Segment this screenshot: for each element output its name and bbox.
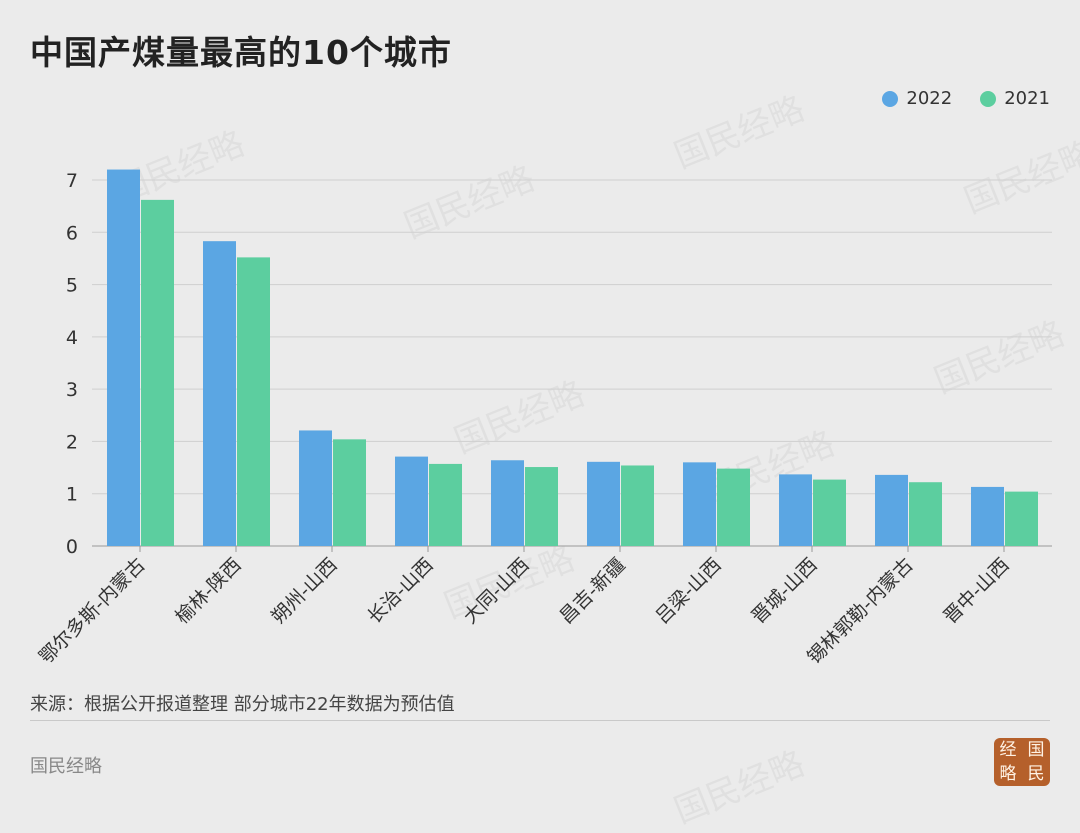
y-tick-label: 2 [66, 431, 78, 453]
bar-2021 [909, 482, 942, 546]
footer-divider [30, 720, 1050, 721]
bar-2021 [813, 479, 846, 546]
bar-2021 [237, 257, 270, 546]
y-tick-label: 0 [66, 536, 78, 558]
bar-2022 [971, 486, 1004, 546]
bar-2021 [429, 463, 462, 546]
bar-2022 [395, 456, 428, 546]
legend-swatch-2022 [882, 90, 899, 107]
legend-label-2021: 2021 [1004, 88, 1050, 109]
x-tick-label: 榆林-陕西 [171, 554, 245, 628]
y-tick-label: 5 [66, 275, 78, 297]
bar-2022 [299, 430, 332, 546]
x-tick-label: 长治-山西 [363, 554, 437, 628]
x-tick-label: 昌吉-新疆 [555, 554, 629, 628]
x-tick-label: 大同-山西 [459, 554, 533, 628]
bar-2022 [203, 241, 236, 546]
brand-seal-logo: 经 国 略 民 [994, 738, 1050, 786]
watermark: 国民经略 [666, 736, 810, 832]
x-tick-label: 朔州-山西 [267, 554, 341, 628]
seal-char: 民 [1027, 763, 1045, 784]
bar-2022 [491, 460, 524, 546]
bar-2021 [1005, 491, 1038, 546]
y-tick-label: 4 [66, 327, 78, 349]
legend: 2022 2021 [882, 88, 1050, 109]
y-tick-label: 1 [66, 484, 78, 506]
bar-2021 [717, 468, 750, 546]
legend-item-2021: 2021 [980, 88, 1050, 109]
x-tick-label: 晋中-山西 [939, 554, 1013, 628]
bar-2022 [587, 461, 620, 546]
bar-2021 [333, 439, 366, 546]
bar-2022 [875, 474, 908, 546]
source-note: 来源：根据公开报道整理 部分城市22年数据为预估值 [30, 694, 455, 715]
x-tick-label: 晋城-山西 [747, 554, 821, 628]
y-tick-label: 6 [66, 222, 78, 244]
x-tick-label: 吕梁-山西 [651, 554, 725, 628]
x-tick-label: 锡林郭勒-内蒙古 [803, 554, 917, 668]
brand-name: 国民经略 [30, 756, 102, 777]
bar-2022 [683, 462, 716, 546]
x-tick-label: 鄂尔多斯-内蒙古 [35, 554, 149, 668]
chart-title: 中国产煤量最高的10个城市 [30, 33, 452, 72]
bar-2022 [107, 169, 140, 547]
legend-swatch-2021 [980, 90, 997, 107]
y-tick-label: 3 [66, 379, 78, 401]
bar-chart: 0 1 2 3 4 5 6 7 鄂尔多斯-内蒙古 榆林-陕西 朔州-山西 长治-山西 大同-山西 昌吉-新… [35, 169, 1052, 668]
seal-char: 略 [999, 763, 1017, 784]
bar-2022 [779, 474, 812, 546]
bar-2021 [621, 465, 654, 546]
seal-char: 国 [1027, 739, 1045, 760]
seal-char: 经 [999, 739, 1017, 760]
y-tick-label: 7 [66, 170, 78, 192]
legend-item-2022: 2022 [882, 88, 952, 109]
bar-2021 [141, 199, 174, 546]
legend-label-2022: 2022 [906, 88, 953, 109]
bar-2021 [525, 467, 558, 546]
